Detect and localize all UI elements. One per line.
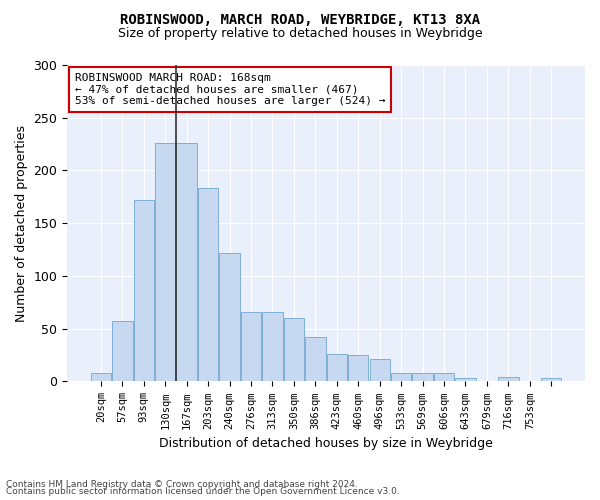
Bar (155, 143, 175, 382)
Bar (541, 378, 562, 382)
Y-axis label: Number of detached properties: Number of detached properties (15, 124, 28, 322)
Text: Contains HM Land Registry data © Crown copyright and database right 2024.: Contains HM Land Registry data © Crown c… (6, 480, 358, 489)
Bar (455, 378, 476, 382)
Bar (176, 143, 197, 382)
Bar (220, 253, 240, 382)
Bar (348, 355, 368, 382)
Bar (262, 312, 283, 382)
Bar (112, 322, 133, 382)
Bar (284, 318, 304, 382)
X-axis label: Distribution of detached houses by size in Weybridge: Distribution of detached houses by size … (159, 437, 493, 450)
Bar (134, 200, 154, 382)
Text: ROBINSWOOD MARCH ROAD: 168sqm
← 47% of detached houses are smaller (467)
53% of : ROBINSWOOD MARCH ROAD: 168sqm ← 47% of d… (75, 73, 385, 106)
Bar (391, 373, 412, 382)
Bar (326, 354, 347, 382)
Bar (412, 373, 433, 382)
Text: ROBINSWOOD, MARCH ROAD, WEYBRIDGE, KT13 8XA: ROBINSWOOD, MARCH ROAD, WEYBRIDGE, KT13 … (120, 12, 480, 26)
Bar (370, 360, 390, 382)
Bar (305, 337, 326, 382)
Text: Size of property relative to detached houses in Weybridge: Size of property relative to detached ho… (118, 28, 482, 40)
Bar (241, 312, 261, 382)
Bar (434, 373, 454, 382)
Bar (198, 188, 218, 382)
Bar (91, 373, 111, 382)
Text: Contains public sector information licensed under the Open Government Licence v3: Contains public sector information licen… (6, 488, 400, 496)
Bar (498, 377, 518, 382)
